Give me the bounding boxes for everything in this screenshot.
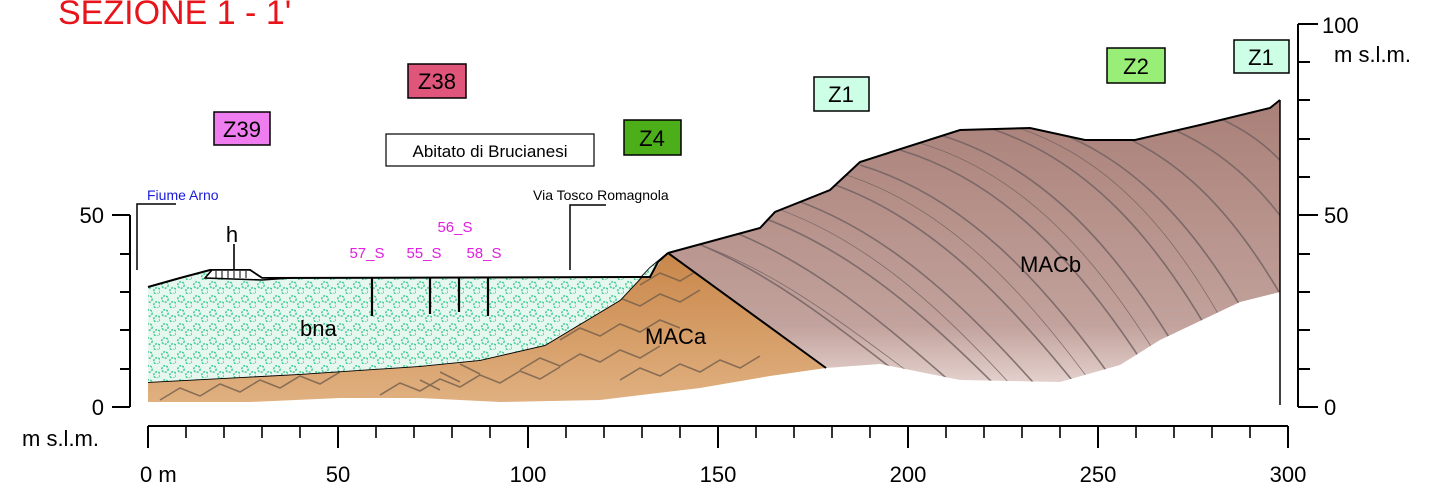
bottom-axis-tick-200: 200 [890, 462, 927, 487]
right-axis [1297, 23, 1318, 408]
town-label: Abitato di Brucianesi [413, 142, 568, 161]
bottom-axis-tick-50: 50 [326, 462, 350, 487]
leader-lines [136, 100, 1281, 405]
left-axis-tick-0: 0 [92, 395, 104, 420]
unit-bna-body [147, 244, 669, 382]
zone-box-z2 [1106, 47, 1166, 84]
zone-box-z1-right [1233, 39, 1290, 74]
bottom-axis-tick-150: 150 [700, 462, 737, 487]
right-axis-tick-50: 50 [1324, 203, 1348, 228]
left-axis-tick-50: 50 [80, 203, 104, 228]
borehole-58-label: 58_S [466, 245, 501, 262]
road-label: Via Tosco Romagnola [533, 187, 669, 203]
borehole-55-label: 55_S [406, 245, 441, 262]
right-axis-tick-100: 100 [1322, 13, 1359, 38]
zone-box-z39 [213, 111, 271, 146]
right-axis-unit: m s.l.m. [1334, 42, 1411, 67]
section-title: SEZIONE 1 - 1' [58, 0, 291, 32]
borehole-57-label: 57_S [349, 245, 384, 262]
river-label: Fiume Arno [147, 187, 219, 203]
unit-h-label: h [226, 222, 238, 247]
bottom-axis-tick-0: 0 m [140, 462, 177, 487]
bottom-axis-tick-100: 100 [510, 462, 547, 487]
zone-label-z1-center: Z1 [828, 82, 854, 107]
left-axis-unit: m s.l.m. [22, 426, 99, 451]
unit-maca-label: MACa [645, 324, 707, 349]
zone-label-z2: Z2 [1123, 54, 1149, 79]
left-axis [112, 214, 131, 408]
zone-label-z39: Z39 [223, 117, 261, 142]
zone-label-z38: Z38 [418, 69, 456, 94]
zone-label-z1-right: Z1 [1248, 45, 1274, 70]
bottom-axis-tick-250: 250 [1080, 462, 1117, 487]
town-label-box [385, 133, 595, 167]
bottom-axis [147, 425, 1289, 448]
zone-box-z38 [407, 63, 467, 99]
borehole-lines [370, 277, 490, 316]
zone-box-z1-center [813, 76, 870, 112]
zone-box-z4 [623, 119, 682, 156]
unit-macb-label: MACb [1020, 252, 1081, 277]
bottom-axis-tick-300: 300 [1270, 462, 1307, 487]
zone-label-z4: Z4 [639, 126, 665, 151]
unit-bna-label: bna [300, 316, 337, 341]
right-axis-tick-0: 0 [1324, 395, 1336, 420]
borehole-56-label: 56_S [437, 219, 472, 236]
